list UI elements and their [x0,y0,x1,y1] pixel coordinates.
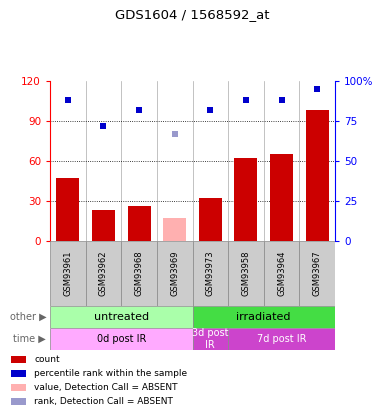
Bar [192,241,228,306]
Text: rank, Detection Call = ABSENT: rank, Detection Call = ABSENT [34,396,173,405]
Bar [306,110,329,241]
Bar [50,328,192,350]
Bar [228,241,264,306]
Bar [264,241,300,306]
Text: GSM93969: GSM93969 [170,251,179,296]
Text: 0d post IR: 0d post IR [97,334,146,344]
Text: GSM93958: GSM93958 [241,251,250,296]
Text: irradiated: irradiated [236,312,291,322]
Bar [85,241,121,306]
Text: GDS1604 / 1568592_at: GDS1604 / 1568592_at [115,8,270,21]
Bar [157,241,192,306]
Text: untreated: untreated [94,312,149,322]
Text: other ▶: other ▶ [10,312,46,322]
Text: time ▶: time ▶ [13,334,46,344]
Text: GSM93973: GSM93973 [206,251,215,296]
Text: percentile rank within the sample: percentile rank within the sample [34,369,187,378]
Text: GSM93968: GSM93968 [135,251,144,296]
Bar [234,158,258,241]
Bar [12,356,27,363]
Bar [12,384,27,391]
Text: GSM93964: GSM93964 [277,251,286,296]
Bar [50,306,192,328]
Bar [127,206,151,241]
Bar [192,306,335,328]
Text: GSM93967: GSM93967 [313,251,321,296]
Bar [270,154,293,241]
Bar [163,218,186,241]
Bar [92,210,115,241]
Bar [228,328,335,350]
Bar [12,370,27,377]
Bar [121,241,157,306]
Bar [56,178,79,241]
Bar [300,241,335,306]
Bar [50,241,85,306]
Text: GSM93961: GSM93961 [64,251,72,296]
Text: 7d post IR: 7d post IR [257,334,306,344]
Bar [12,398,27,405]
Text: 3d post
IR: 3d post IR [192,328,229,350]
Bar [192,328,228,350]
Bar [199,198,222,241]
Text: value, Detection Call = ABSENT: value, Detection Call = ABSENT [34,383,177,392]
Text: count: count [34,356,60,364]
Text: GSM93962: GSM93962 [99,251,108,296]
